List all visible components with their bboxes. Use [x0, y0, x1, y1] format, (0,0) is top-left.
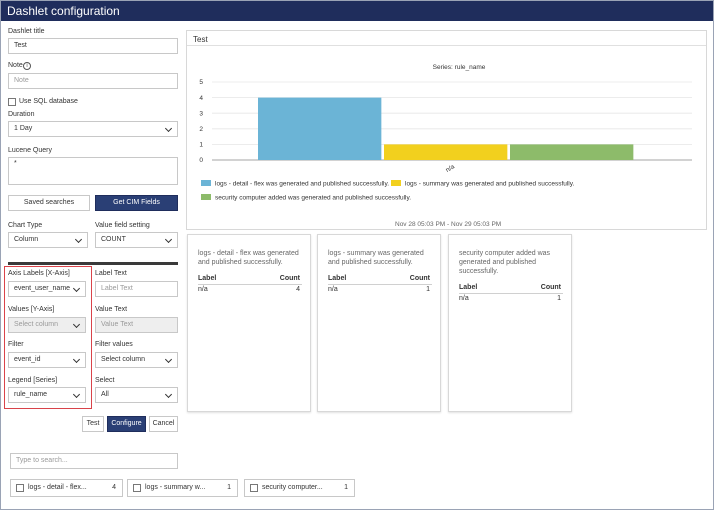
card-col-count: Count	[540, 284, 561, 291]
summary-card-detail: logs - detail - flex was generated and p…	[187, 234, 311, 412]
dashlet-title-label: Dashlet title	[8, 28, 45, 35]
chip-logs-summary[interactable]: logs - summary w... 1	[127, 479, 238, 497]
card-row-count: 4	[296, 286, 300, 293]
filter-values-label: Filter values	[95, 341, 133, 348]
value-field-select[interactable]: COUNT	[95, 232, 178, 248]
legend-swatch	[201, 194, 211, 200]
chip-checkbox[interactable]	[16, 484, 24, 492]
chart-type-select[interactable]: Column	[8, 232, 88, 248]
use-sql-checkbox[interactable]	[8, 98, 16, 106]
y-tick-label: 1	[199, 142, 203, 149]
chip-count: 1	[227, 484, 231, 491]
chip-security-computer[interactable]: security computer... 1	[244, 479, 355, 497]
duration-label: Duration	[8, 111, 35, 118]
label-text-input[interactable]: Label Text	[95, 281, 178, 297]
use-sql-label: Use SQL database	[19, 98, 78, 105]
y-tick-label: 4	[199, 95, 203, 102]
test-button[interactable]: Test	[82, 416, 104, 432]
filter-label: Filter	[8, 341, 24, 348]
chip-checkbox[interactable]	[250, 484, 258, 492]
legend-swatch	[201, 180, 211, 186]
values-label: Values [Y-Axis]	[8, 306, 55, 313]
card-rule	[328, 284, 432, 285]
card-col-label: Label	[328, 275, 347, 282]
summary-card-security: security computer added was generated an…	[448, 234, 572, 412]
date-range: Nov 28 05:03 PM - Nov 29 05:03 PM	[395, 221, 502, 228]
legend-label: logs - summary was generated and publish…	[405, 181, 575, 188]
card-col-label: Label	[198, 275, 217, 282]
y-tick-label: 2	[199, 126, 203, 133]
card-col-label: Label	[459, 284, 478, 291]
value-field-label: Value field setting	[95, 222, 150, 229]
filter-values-select[interactable]: Select column	[95, 352, 178, 368]
search-input[interactable]: Type to search...	[10, 453, 178, 469]
chip-count: 4	[112, 484, 116, 491]
value-text-input[interactable]: Value Text	[95, 317, 178, 333]
chip-label: logs - summary w...	[145, 484, 206, 491]
get-cim-fields-button[interactable]: Get CIM Fields	[95, 195, 178, 211]
card-title: security computer added was generated an…	[459, 250, 551, 275]
card-row-label: n/a	[198, 286, 208, 293]
y-tick-label: 0	[199, 157, 203, 164]
legend-label: security computer added was generated an…	[215, 195, 411, 202]
preview-title-rule	[187, 45, 706, 46]
legend-label: Legend [Series]	[8, 377, 58, 384]
card-title: logs - summary was generated and publish…	[328, 250, 424, 266]
x-tick-label: n/a	[445, 163, 457, 174]
value-text-label: Value Text	[95, 306, 128, 313]
chip-label: logs - detail - flex...	[28, 484, 87, 491]
preview-title: Test	[193, 35, 208, 44]
bar	[510, 144, 634, 160]
preview-panel: Test Series: rule_name 0 1 2 3 4 5 n/a logs -…	[186, 30, 707, 230]
chip-label: security computer...	[262, 484, 323, 491]
note-input[interactable]: Note	[8, 73, 178, 89]
filter-select[interactable]: event_id	[8, 352, 86, 368]
dashlet-title-input[interactable]: Test	[8, 38, 178, 54]
card-row-count: 1	[557, 295, 561, 302]
legend-swatch	[391, 180, 401, 186]
legend-label: logs - detail - flex was generated and p…	[215, 181, 389, 188]
saved-searches-button[interactable]: Saved searches	[8, 195, 90, 211]
chip-logs-detail[interactable]: logs - detail - flex... 4	[10, 479, 123, 497]
legend-select[interactable]: rule_name	[8, 387, 86, 403]
column-chart: Series: rule_name 0 1 2 3 4 5 n/a logs - deta…	[199, 64, 692, 202]
chart-title: Series: rule_name	[433, 64, 486, 71]
bar	[384, 144, 508, 160]
card-rule	[198, 284, 302, 285]
cancel-button[interactable]: Cancel	[149, 416, 178, 432]
chip-checkbox[interactable]	[133, 484, 141, 492]
select-select[interactable]: All	[95, 387, 178, 403]
card-rule	[459, 293, 563, 294]
configure-button[interactable]: Configure	[107, 416, 146, 432]
bar	[258, 97, 382, 160]
select-label: Select	[95, 377, 115, 384]
card-col-count: Count	[409, 275, 430, 282]
note-label: Note	[8, 62, 23, 69]
chart-type-label: Chart Type	[8, 222, 43, 229]
dialog-title: Dashlet configuration	[1, 1, 713, 21]
highlight-box	[4, 266, 92, 409]
y-tick-label: 3	[199, 110, 203, 117]
card-row-count: 1	[426, 286, 430, 293]
card-col-count: Count	[279, 275, 300, 282]
card-row-label: n/a	[459, 295, 469, 302]
chip-count: 1	[344, 484, 348, 491]
section-divider	[8, 262, 178, 265]
duration-select[interactable]: 1 Day	[8, 121, 178, 137]
help-icon[interactable]: i	[23, 62, 31, 70]
axis-labels-label: Axis Labels [X-Axis]	[8, 270, 70, 277]
lucene-query-label: Lucene Query	[8, 147, 52, 154]
summary-card-summary: logs - summary was generated and publish…	[317, 234, 441, 412]
values-select[interactable]: Select column	[8, 317, 86, 333]
lucene-query-input[interactable]: *	[8, 157, 178, 185]
card-row-label: n/a	[328, 286, 338, 293]
card-title: logs - detail - flex was generated and p…	[198, 250, 299, 266]
label-text-label: Label Text	[95, 270, 127, 277]
axis-labels-select[interactable]: event_user_name	[8, 281, 86, 297]
y-tick-label: 5	[199, 79, 203, 86]
